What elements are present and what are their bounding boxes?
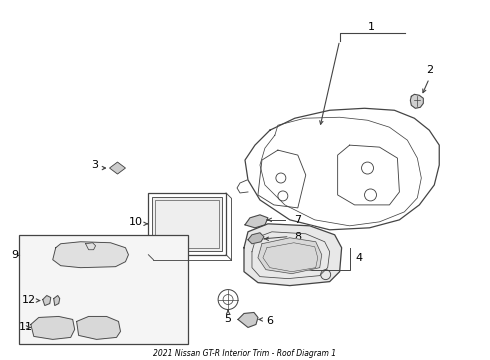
Text: 5: 5 (224, 314, 232, 324)
Polygon shape (86, 243, 96, 250)
Text: 10: 10 (128, 217, 143, 227)
Polygon shape (238, 312, 258, 328)
Text: 3: 3 (91, 160, 98, 170)
Polygon shape (54, 296, 60, 306)
Polygon shape (76, 316, 121, 339)
Text: 7: 7 (294, 215, 301, 225)
Polygon shape (31, 316, 74, 339)
Text: 12: 12 (22, 294, 36, 305)
Polygon shape (410, 94, 423, 108)
Text: 4: 4 (356, 253, 363, 263)
Text: 2021 Nissan GT-R Interior Trim - Roof Diagram 1: 2021 Nissan GT-R Interior Trim - Roof Di… (153, 349, 337, 358)
Polygon shape (244, 224, 342, 285)
Polygon shape (43, 296, 51, 306)
Text: 1: 1 (368, 22, 375, 32)
Text: 9: 9 (11, 250, 18, 260)
Bar (155, 200, 219, 248)
Bar (66, 249, 118, 263)
Bar (148, 193, 226, 255)
Polygon shape (258, 238, 322, 274)
Text: 11: 11 (19, 323, 33, 332)
Polygon shape (245, 215, 268, 228)
Bar (152, 197, 222, 251)
Text: 6: 6 (267, 316, 273, 327)
Text: 8: 8 (294, 232, 301, 242)
Polygon shape (110, 162, 125, 174)
Polygon shape (248, 233, 264, 244)
Text: 2: 2 (426, 66, 433, 76)
Bar (19, 235, 188, 345)
Polygon shape (53, 242, 128, 268)
